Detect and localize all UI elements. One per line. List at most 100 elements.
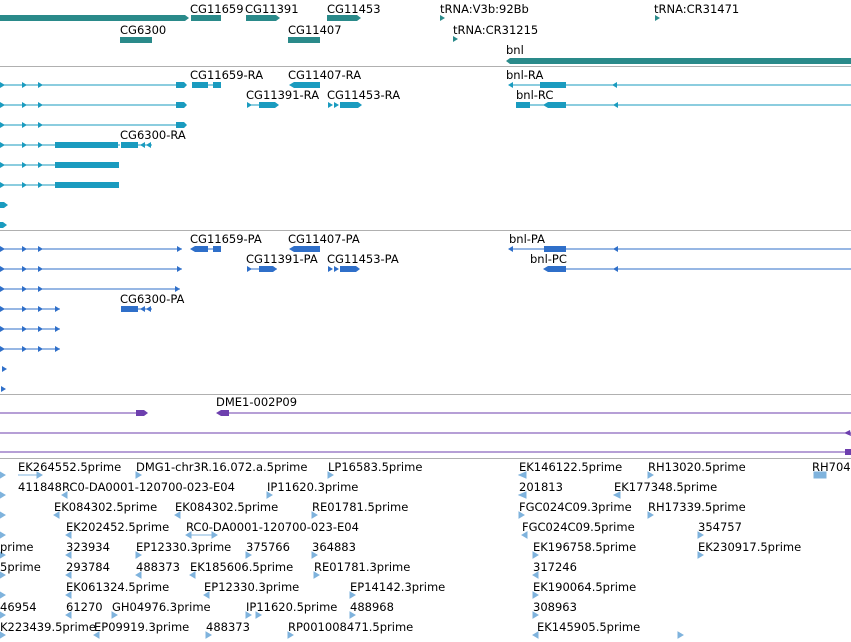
est-feature[interactable] <box>65 571 72 579</box>
protein-feature[interactable] <box>0 306 60 312</box>
protein-feature-bnl-pa[interactable] <box>508 246 851 252</box>
est-feature[interactable] <box>205 631 212 639</box>
prediction-feature[interactable] <box>0 449 851 455</box>
est-feature[interactable] <box>0 591 6 599</box>
est-feature[interactable] <box>311 511 318 519</box>
protein-feature[interactable] <box>0 266 182 272</box>
est-feature[interactable] <box>647 471 654 479</box>
est-feature[interactable] <box>311 551 318 559</box>
est-feature[interactable] <box>697 531 704 539</box>
est-feature[interactable] <box>517 471 527 479</box>
transcript-feature[interactable] <box>0 82 187 88</box>
est-feature[interactable] <box>266 491 273 499</box>
gene-feature-cg11659[interactable] <box>191 15 221 21</box>
est-feature[interactable] <box>287 631 294 639</box>
est-feature[interactable] <box>532 551 539 559</box>
gene-feature-cg11391[interactable] <box>246 15 280 21</box>
gene-feature-cg11453[interactable] <box>327 15 361 21</box>
est-feature[interactable] <box>174 511 181 519</box>
transcript-feature[interactable] <box>0 162 119 168</box>
est-feature[interactable] <box>135 471 142 479</box>
est-feature[interactable] <box>813 471 827 479</box>
est-feature[interactable] <box>0 531 6 539</box>
protein-feature[interactable] <box>0 286 180 292</box>
transcript-feature-bnl-rc[interactable] <box>516 102 851 108</box>
est-label: EP12330.3prime <box>204 580 299 594</box>
transcript-feature-cg11407-ra[interactable] <box>289 82 320 88</box>
transcript-feature-cg11659-ra[interactable] <box>192 82 221 88</box>
est-feature[interactable] <box>612 491 621 499</box>
est-feature[interactable] <box>0 551 6 559</box>
est-feature[interactable] <box>532 611 539 619</box>
est-feature[interactable] <box>65 591 72 599</box>
est-feature[interactable] <box>65 611 72 619</box>
est-label: EK061324.5prime <box>66 580 169 594</box>
est-feature[interactable] <box>349 591 356 599</box>
est-feature[interactable] <box>135 571 142 579</box>
est-feature[interactable] <box>185 531 218 539</box>
transcript-feature-bnl-ra[interactable] <box>508 82 851 88</box>
transcript-feature[interactable] <box>0 122 187 128</box>
protein-feature[interactable] <box>0 246 182 252</box>
protein-feature-cg11407-pa[interactable] <box>289 246 320 252</box>
protein-feature[interactable] <box>0 326 60 332</box>
est-feature[interactable] <box>93 631 100 639</box>
gene-feature-trna-v3b[interactable] <box>440 15 445 21</box>
est-feature[interactable] <box>327 471 334 479</box>
transcript-feature-cg6300-ra[interactable] <box>121 142 152 148</box>
est-feature[interactable] <box>0 611 6 619</box>
est-feature[interactable] <box>532 571 539 579</box>
est-feature[interactable] <box>349 611 356 619</box>
transcript-label: CG6300-RA <box>120 128 186 142</box>
gene-feature-trna-cr31215[interactable] <box>453 36 458 42</box>
protein-feature-cg11659-pa[interactable] <box>190 246 221 252</box>
est-feature[interactable] <box>0 471 6 479</box>
est-feature[interactable] <box>135 551 142 559</box>
transcript-feature-cg11391-ra[interactable] <box>247 102 279 108</box>
est-feature[interactable] <box>0 491 6 499</box>
est-feature[interactable] <box>203 591 210 599</box>
protein-feature-cg11391-pa[interactable] <box>247 266 277 272</box>
protein-feature[interactable] <box>1 386 6 392</box>
est-feature[interactable] <box>677 631 684 639</box>
prediction-feature[interactable] <box>0 410 148 416</box>
est-feature[interactable] <box>245 551 252 559</box>
transcript-feature-cg11453-ra[interactable] <box>328 102 362 108</box>
est-feature[interactable] <box>532 591 539 599</box>
prediction-feature[interactable] <box>0 430 851 436</box>
protein-feature-cg6300-pa[interactable] <box>121 306 152 312</box>
est-feature[interactable] <box>697 551 704 559</box>
est-feature[interactable] <box>313 571 320 579</box>
est-feature[interactable] <box>532 631 539 639</box>
est-feature[interactable] <box>18 471 43 479</box>
transcript-feature[interactable] <box>0 182 119 188</box>
est-feature[interactable] <box>111 611 118 619</box>
est-feature[interactable] <box>65 551 72 559</box>
protein-feature-bnl-pc[interactable] <box>543 266 851 272</box>
est-feature[interactable] <box>61 491 68 499</box>
est-feature[interactable] <box>518 511 525 519</box>
transcript-feature[interactable] <box>0 102 187 108</box>
gene-feature-cg11407[interactable] <box>288 37 320 43</box>
est-feature[interactable] <box>521 531 528 539</box>
gene-feature-bnl[interactable] <box>506 58 851 64</box>
transcript-feature[interactable] <box>0 142 120 148</box>
est-feature[interactable] <box>65 531 72 539</box>
prediction-feature-dme1-002p09[interactable] <box>216 410 851 416</box>
gene-feature-left[interactable] <box>0 15 189 21</box>
protein-feature-cg11453-pa[interactable] <box>328 266 360 272</box>
gene-feature-cg6300[interactable] <box>120 37 152 43</box>
protein-feature[interactable] <box>0 346 60 352</box>
est-feature[interactable] <box>189 571 196 579</box>
est-feature[interactable] <box>0 631 6 639</box>
est-feature[interactable] <box>647 511 654 519</box>
est-feature[interactable] <box>517 491 527 499</box>
gene-feature-trna-cr31471[interactable] <box>655 15 660 21</box>
est-feature[interactable] <box>0 571 6 579</box>
transcript-feature[interactable] <box>0 222 7 228</box>
est-feature[interactable] <box>245 611 262 619</box>
transcript-feature[interactable] <box>0 202 8 208</box>
protein-feature[interactable] <box>2 366 7 372</box>
est-feature[interactable] <box>0 511 6 519</box>
est-feature[interactable] <box>53 511 60 519</box>
